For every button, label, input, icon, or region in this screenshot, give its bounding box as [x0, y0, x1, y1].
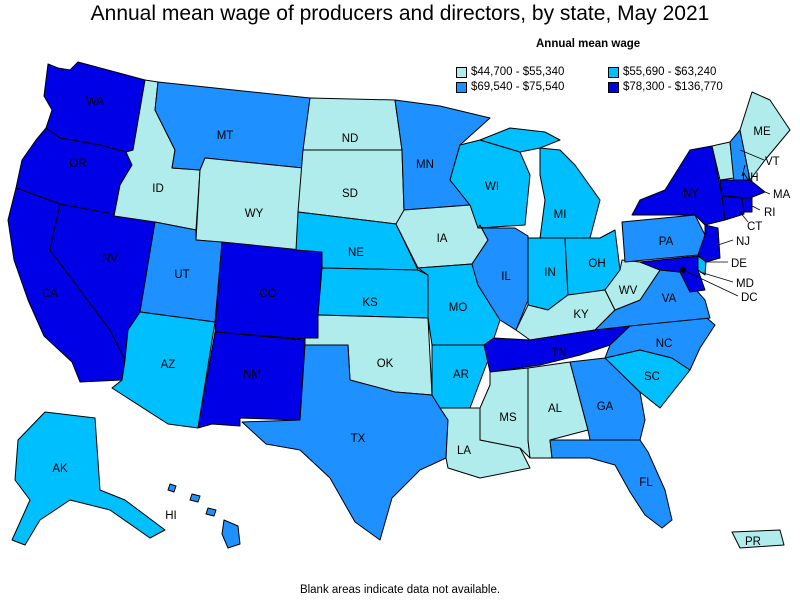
label-RI: RI: [764, 207, 776, 219]
state-HI: [167, 483, 241, 549]
label-WI: WI: [485, 181, 499, 193]
label-CT: CT: [747, 221, 762, 233]
label-MI: MI: [554, 209, 567, 221]
label-AL: AL: [548, 403, 563, 415]
label-OK: OK: [377, 358, 394, 370]
legend-swatch-tier-3: [456, 81, 467, 93]
label-AZ: AZ: [161, 359, 176, 371]
state-MT: [154, 81, 311, 171]
label-ME: ME: [753, 126, 771, 138]
footnote: Blank areas indicate data not available.: [299, 584, 501, 596]
state-FL: [549, 439, 673, 529]
label-NE: NE: [348, 247, 364, 259]
label-PR: PR: [745, 536, 761, 548]
state-AZ: [111, 311, 216, 429]
state-CT: [721, 195, 745, 221]
label-VA: VA: [662, 293, 677, 305]
legend-swatch-tier-2: [608, 66, 619, 78]
label-NJ: NJ: [736, 236, 750, 248]
state-MI-upper: [479, 127, 561, 153]
state-IL: [471, 224, 529, 331]
label-PA: PA: [659, 236, 674, 248]
legend-label-tier-2: $55,690 - $63,240: [623, 66, 717, 78]
label-NV: NV: [102, 253, 118, 265]
legend-item-tier-3: $69,540 - $75,540: [456, 81, 564, 93]
label-IA: IA: [437, 233, 448, 245]
leader-md: [699, 271, 734, 283]
label-AR: AR: [453, 369, 469, 381]
label-KS: KS: [362, 297, 378, 309]
label-VT: VT: [765, 156, 780, 168]
label-DE: DE: [731, 258, 747, 270]
legend-label-tier-1: $44,700 - $55,340: [471, 66, 565, 78]
label-WA: WA: [86, 96, 104, 108]
label-UT: UT: [174, 269, 189, 281]
state-MI: [539, 147, 601, 239]
label-NH: NH: [742, 172, 759, 184]
label-MO: MO: [449, 302, 468, 314]
label-LA: LA: [457, 445, 471, 457]
state-AK: [11, 411, 166, 546]
label-SC: SC: [644, 371, 660, 383]
leader-nj: [717, 239, 734, 246]
label-GA: GA: [597, 401, 614, 413]
label-MT: MT: [217, 130, 234, 142]
label-SD: SD: [342, 188, 358, 200]
legend-item-tier-1: $44,700 - $55,340: [456, 66, 564, 78]
label-TN: TN: [551, 347, 566, 359]
leader-ct: [739, 211, 749, 223]
label-HI: HI: [165, 510, 177, 522]
label-IN: IN: [544, 267, 556, 279]
label-OH: OH: [588, 258, 605, 270]
label-NC: NC: [656, 338, 673, 350]
label-MN: MN: [416, 159, 434, 171]
label-CO: CO: [259, 288, 276, 300]
state-MA: [719, 179, 766, 199]
state-SD: [297, 149, 405, 225]
label-AK: AK: [52, 463, 68, 475]
legend-title: Annual mean wage: [536, 38, 641, 50]
legend-item-tier-2: $55,690 - $63,240: [608, 66, 716, 78]
state-WY: [195, 157, 304, 251]
label-ID: ID: [152, 183, 164, 195]
state-TX: [241, 344, 449, 541]
legend-item-tier-4: $78,300 - $136,770: [608, 81, 723, 93]
legend-label-tier-4: $78,300 - $136,770: [623, 81, 723, 93]
leader-vt: [739, 149, 765, 161]
leader-ma: [764, 191, 771, 195]
label-NY: NY: [683, 188, 699, 200]
map-title: Annual mean wage of producers and direct…: [90, 2, 710, 25]
legend-swatch-tier-4: [608, 81, 619, 93]
label-KY: KY: [573, 309, 589, 321]
label-IL: IL: [501, 271, 511, 283]
state-PR: [731, 529, 785, 549]
label-TX: TX: [351, 433, 366, 445]
label-ND: ND: [342, 133, 359, 145]
label-NM: NM: [243, 369, 261, 381]
state-NY: [631, 145, 726, 226]
state-KS: [317, 267, 429, 319]
label-MD: MD: [736, 278, 754, 290]
label-DC: DC: [741, 292, 758, 304]
label-FL: FL: [639, 477, 653, 489]
label-OR: OR: [69, 158, 86, 170]
legend-label-tier-3: $69,540 - $75,540: [471, 81, 565, 93]
state-MD: [639, 255, 706, 293]
label-WV: WV: [619, 285, 638, 297]
state-TN: [483, 325, 631, 373]
leader-dc: [682, 269, 739, 297]
leader-ri: [751, 205, 761, 211]
label-MS: MS: [499, 412, 517, 424]
legend-swatch-tier-1: [456, 66, 467, 78]
label-MA: MA: [773, 189, 791, 201]
label-WY: WY: [245, 208, 264, 220]
label-CA: CA: [42, 288, 58, 300]
leader-nh: [741, 164, 746, 177]
